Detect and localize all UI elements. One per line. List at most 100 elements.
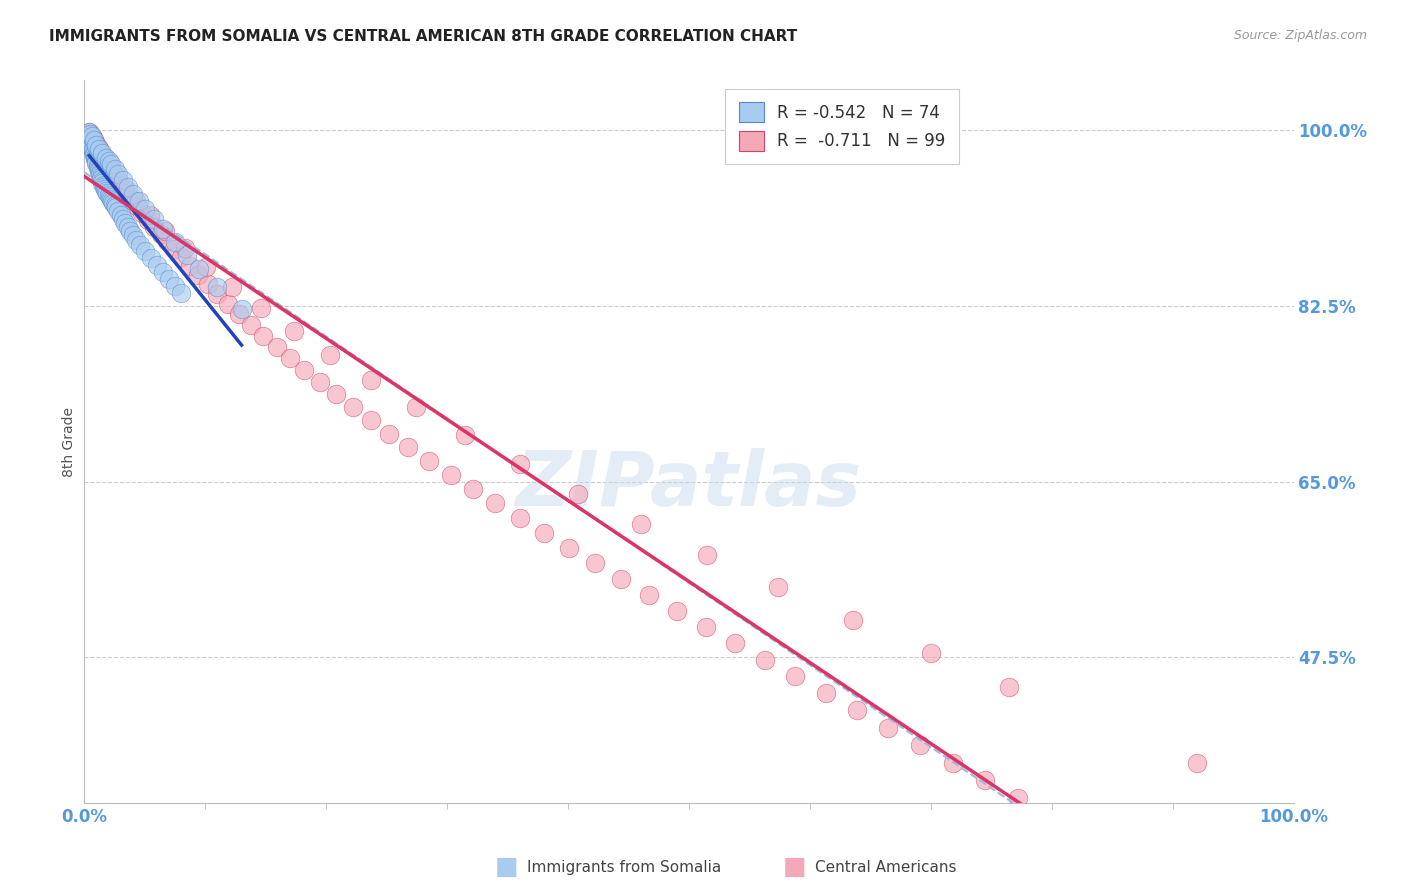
Point	[87, 141, 110, 155]
Point	[440, 467, 463, 482]
Point	[165, 279, 187, 293]
Point	[117, 179, 139, 194]
Point	[266, 340, 288, 354]
Point	[103, 166, 125, 180]
Point	[143, 219, 166, 234]
Point	[121, 227, 143, 242]
Point	[454, 427, 477, 442]
Point	[98, 160, 121, 174]
Point	[152, 265, 174, 279]
Point	[187, 268, 209, 282]
Point	[724, 636, 747, 650]
Point	[179, 259, 201, 273]
Point	[86, 157, 108, 171]
Point	[93, 178, 115, 192]
Point	[110, 178, 132, 192]
Point	[120, 224, 142, 238]
Point	[240, 318, 263, 332]
Point	[396, 440, 419, 454]
Text: ZIPatlas: ZIPatlas	[516, 448, 862, 522]
Point	[814, 686, 837, 700]
Point	[82, 131, 104, 145]
Point	[114, 180, 136, 194]
Point	[93, 151, 115, 165]
Point	[86, 155, 108, 169]
Point	[461, 482, 484, 496]
Point	[107, 203, 129, 218]
Point	[86, 137, 108, 152]
Point	[152, 221, 174, 235]
Point	[695, 620, 717, 634]
Text: IMMIGRANTS FROM SOMALIA VS CENTRAL AMERICAN 8TH GRADE CORRELATION CHART: IMMIGRANTS FROM SOMALIA VS CENTRAL AMERI…	[49, 29, 797, 44]
Point	[696, 548, 718, 562]
Point	[79, 128, 101, 142]
Point	[309, 376, 332, 390]
Point	[138, 212, 160, 227]
Point	[533, 525, 555, 540]
Point	[82, 144, 104, 158]
Point	[77, 133, 100, 147]
Point	[91, 145, 114, 160]
Point	[83, 133, 105, 147]
Point	[131, 205, 153, 219]
Point	[998, 681, 1021, 695]
Point	[79, 136, 101, 150]
Point	[125, 233, 148, 247]
Point	[155, 224, 177, 238]
Text: ■: ■	[495, 855, 517, 879]
Point	[228, 307, 250, 321]
Point	[98, 189, 121, 203]
Point	[250, 301, 273, 315]
Point	[974, 772, 997, 787]
Point	[83, 145, 105, 160]
Point	[97, 153, 120, 168]
Point	[89, 168, 111, 182]
Point	[294, 363, 316, 377]
Point	[360, 373, 382, 387]
Point	[104, 161, 127, 176]
Text: Source: ZipAtlas.com: Source: ZipAtlas.com	[1233, 29, 1367, 42]
Point	[360, 413, 382, 427]
Point	[94, 153, 117, 168]
Point	[94, 151, 117, 165]
Point	[405, 401, 427, 415]
Point	[77, 125, 100, 139]
Point	[846, 703, 869, 717]
Point	[207, 287, 229, 301]
Point	[80, 129, 103, 144]
Legend: R = -0.542   N = 74, R =  -0.711   N = 99: R = -0.542 N = 74, R = -0.711 N = 99	[725, 88, 959, 164]
Point	[1073, 827, 1095, 841]
Point	[80, 132, 103, 146]
Point	[87, 141, 110, 155]
Point	[128, 194, 150, 208]
Point	[127, 200, 149, 214]
Point	[342, 401, 364, 415]
Point	[509, 457, 531, 471]
Point	[80, 129, 103, 144]
Text: Central Americans: Central Americans	[815, 860, 957, 874]
Point	[920, 646, 942, 660]
Point	[89, 166, 111, 180]
Point	[1007, 790, 1029, 805]
Point	[86, 137, 108, 152]
Point	[103, 195, 125, 210]
Point	[163, 242, 186, 256]
Point	[90, 169, 112, 184]
Point	[583, 556, 606, 570]
Point	[785, 669, 807, 683]
Point	[84, 152, 107, 166]
Point	[170, 250, 193, 264]
Point	[149, 227, 172, 241]
Point	[134, 202, 156, 216]
Point	[319, 348, 342, 362]
Point	[117, 187, 139, 202]
Point	[112, 172, 135, 186]
Point	[84, 149, 107, 164]
Point	[93, 179, 115, 194]
Point	[129, 237, 152, 252]
Point	[278, 351, 301, 366]
Point	[110, 208, 132, 222]
Point	[1185, 756, 1208, 770]
Point	[638, 588, 661, 602]
Point	[94, 184, 117, 198]
